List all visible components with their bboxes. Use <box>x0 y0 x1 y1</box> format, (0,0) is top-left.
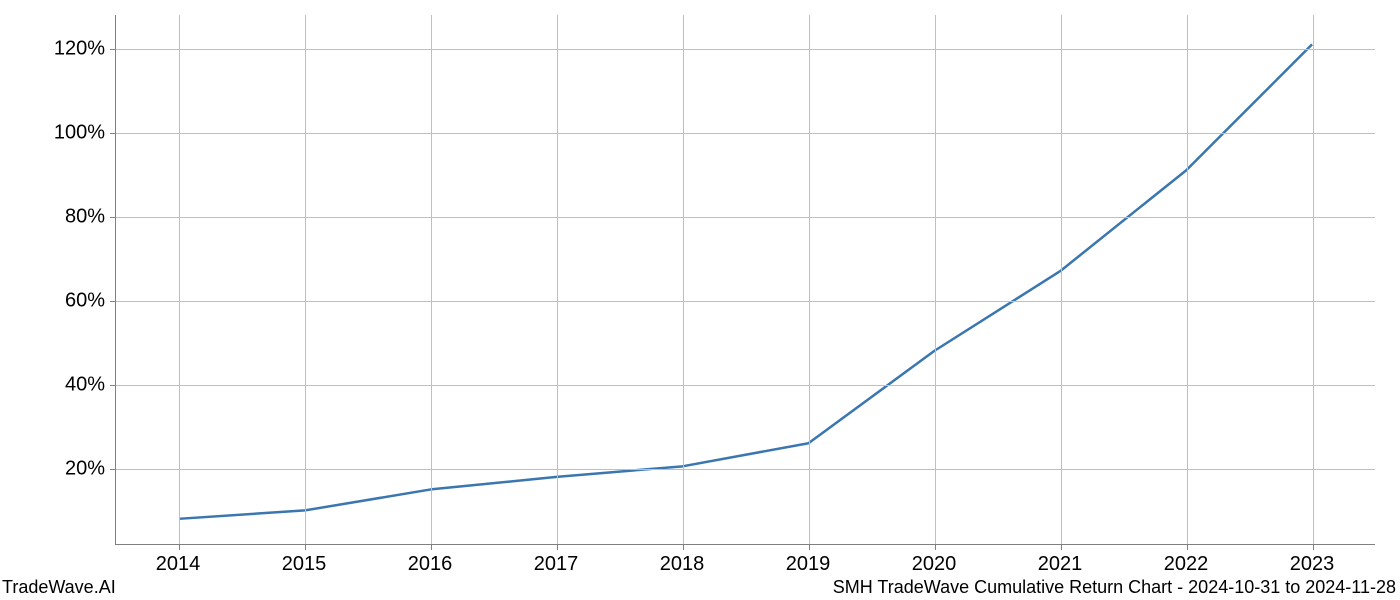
x-tick-label: 2020 <box>912 553 957 576</box>
grid-line-vertical <box>809 15 810 544</box>
x-tick-mark <box>1187 544 1188 550</box>
x-tick-mark <box>683 544 684 550</box>
x-tick-label: 2017 <box>534 553 579 576</box>
x-tick-label: 2019 <box>786 553 831 576</box>
chart-plot-area <box>115 15 1375 545</box>
x-tick-label: 2016 <box>408 553 453 576</box>
grid-line-vertical <box>1061 15 1062 544</box>
return-line <box>179 44 1312 518</box>
y-tick-mark <box>110 133 116 134</box>
x-tick-mark <box>809 544 810 550</box>
grid-line-vertical <box>683 15 684 544</box>
x-tick-mark <box>179 544 180 550</box>
x-tick-mark <box>431 544 432 550</box>
grid-line-vertical <box>1187 15 1188 544</box>
x-tick-mark <box>935 544 936 550</box>
y-tick-label: 120% <box>54 37 105 60</box>
x-tick-label: 2023 <box>1290 553 1335 576</box>
y-tick-mark <box>110 301 116 302</box>
axes-frame <box>115 15 1375 545</box>
grid-line-vertical <box>305 15 306 544</box>
y-tick-label: 60% <box>65 290 105 313</box>
grid-line-vertical <box>1313 15 1314 544</box>
y-tick-label: 40% <box>65 374 105 397</box>
y-tick-mark <box>110 49 116 50</box>
y-tick-mark <box>110 217 116 218</box>
footer-caption: SMH TradeWave Cumulative Return Chart - … <box>833 577 1396 598</box>
y-tick-mark <box>110 469 116 470</box>
x-tick-label: 2014 <box>156 553 201 576</box>
x-tick-label: 2015 <box>282 553 327 576</box>
footer-brand: TradeWave.AI <box>2 577 116 598</box>
x-tick-mark <box>1313 544 1314 550</box>
grid-line-vertical <box>431 15 432 544</box>
x-tick-label: 2018 <box>660 553 705 576</box>
y-tick-mark <box>110 385 116 386</box>
grid-line-vertical <box>557 15 558 544</box>
grid-line-vertical <box>935 15 936 544</box>
x-tick-mark <box>1061 544 1062 550</box>
y-tick-label: 80% <box>65 205 105 228</box>
x-tick-mark <box>557 544 558 550</box>
grid-line-vertical <box>179 15 180 544</box>
x-tick-label: 2022 <box>1164 553 1209 576</box>
x-tick-label: 2021 <box>1038 553 1083 576</box>
y-tick-label: 20% <box>65 458 105 481</box>
x-tick-mark <box>305 544 306 550</box>
y-tick-label: 100% <box>54 121 105 144</box>
